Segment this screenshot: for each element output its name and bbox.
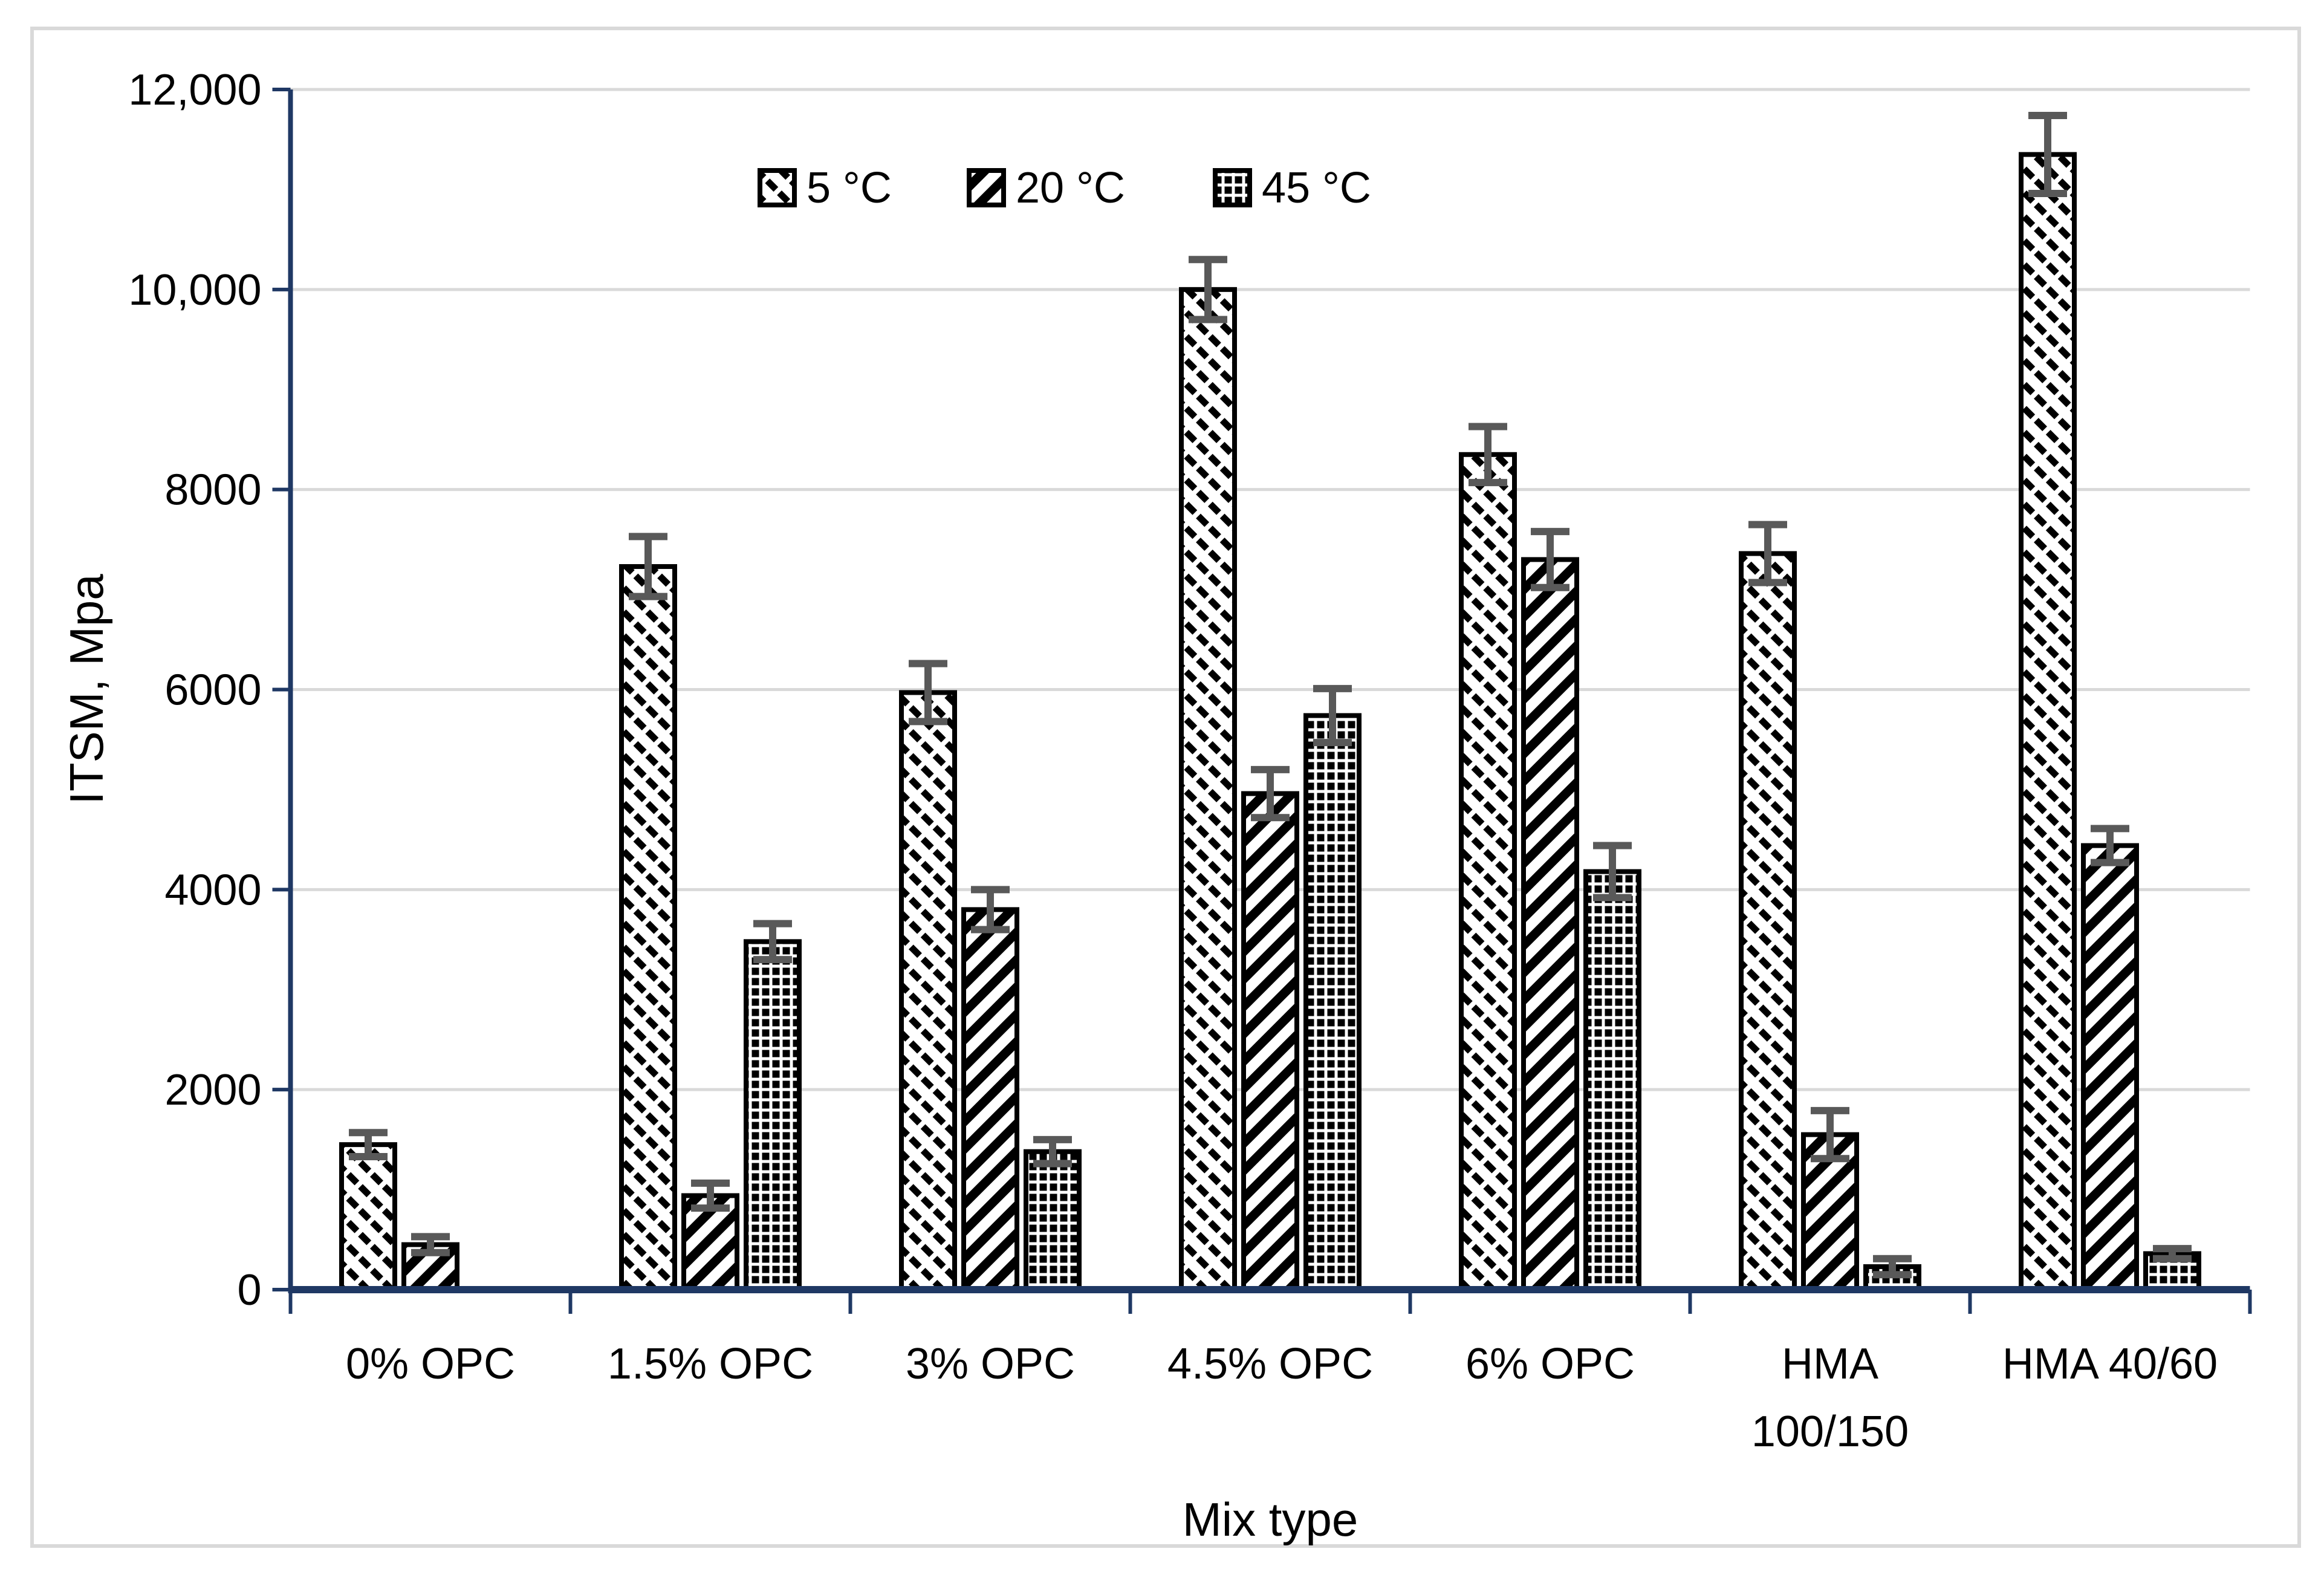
errorbar-45°C-hma-40/60	[2153, 1245, 2192, 1262]
y-tick-labels: 0 2000 4000 6000 8000 10,000 12,000	[128, 66, 261, 1314]
bar-5°C-hma-100/150	[1739, 551, 1797, 1292]
errorbar-45°C-6%-opc	[1593, 842, 1632, 901]
errorbar-5°C-4.5%-opc	[1189, 256, 1227, 323]
bar-5°C-3%-opc	[899, 690, 957, 1292]
legend: 5 °C 20 °C 45 °C	[758, 164, 1371, 212]
legend-label-5°C: 5 °C	[807, 164, 892, 212]
errorbar-5°C-3%-opc	[909, 660, 947, 726]
legend-item-45°C: 45 °C	[1213, 164, 1371, 212]
legend-swatch-diagonal-dash-down	[758, 168, 797, 207]
errorbar-45°C-3%-opc	[1033, 1135, 1072, 1168]
x-category-label-6%-opc: 6% OPC	[1465, 1340, 1635, 1388]
errorbar-20°C-3%-opc	[971, 886, 1010, 934]
x-category-label-3%-opc: 3% OPC	[906, 1340, 1075, 1388]
x-category-label-hma-100/150: 100/150	[1751, 1408, 1909, 1456]
chart-outer-border	[30, 27, 2301, 1548]
y-tick-label-10,000: 10,000	[128, 266, 261, 314]
errorbar-20°C-4.5%-opc	[1251, 765, 1290, 822]
y-axis-title: ITSM, Mpa	[60, 574, 113, 805]
bar-45°C-6%-opc	[1583, 869, 1641, 1292]
error-bars	[349, 112, 2192, 1279]
gridlines	[290, 88, 2250, 1091]
errorbar-5°C-hma-100/150	[1748, 521, 1787, 586]
errorbar-20°C-1.5%-opc	[691, 1179, 730, 1212]
y-tick-label-12,000: 12,000	[128, 66, 261, 114]
x-category-label-4.5%-opc: 4.5% OPC	[1167, 1340, 1373, 1388]
errorbar-45°C-1.5%-opc	[753, 920, 792, 964]
bar-45°C-1.5%-opc	[744, 939, 802, 1292]
bar-5°C-0%-opc	[339, 1142, 397, 1293]
bar-5°C-hma-40/60	[2019, 152, 2077, 1292]
bar-20°C-4.5%-opc	[1241, 791, 1299, 1292]
y-tick-label-4000: 4000	[164, 866, 261, 914]
errorbar-20°C-0%-opc	[411, 1233, 450, 1256]
y-tick-label-0: 0	[237, 1266, 261, 1314]
bar-20°C-hma-40/60	[2081, 843, 2139, 1293]
bar-45°C-3%-opc	[1024, 1149, 1082, 1292]
x-category-label-hma-40/60: HMA 40/60	[2002, 1340, 2218, 1388]
legend-item-20°C: 20 °C	[967, 164, 1125, 212]
bar-45°C-4.5%-opc	[1303, 713, 1362, 1292]
bar-5°C-1.5%-opc	[619, 564, 677, 1292]
legend-item-5°C: 5 °C	[758, 164, 892, 212]
errorbar-5°C-6%-opc	[1469, 423, 1507, 487]
legend-label-20°C: 20 °C	[1016, 164, 1125, 212]
y-tick-label-6000: 6000	[164, 666, 261, 715]
x-category-label-hma-100/150: HMA	[1782, 1340, 1878, 1388]
y-tick-label-2000: 2000	[164, 1066, 261, 1114]
errorbar-45°C-hma-100/150	[1873, 1255, 1912, 1279]
bar-20°C-6%-opc	[1521, 557, 1579, 1292]
bar-5°C-6%-opc	[1459, 452, 1517, 1292]
errorbar-5°C-1.5%-opc	[629, 533, 667, 600]
errorbar-5°C-hma-40/60	[2028, 112, 2067, 198]
legend-label-45°C: 45 °C	[1262, 164, 1371, 212]
errorbar-5°C-0%-opc	[349, 1129, 388, 1160]
x-axis-title: Mix type	[1183, 1493, 1358, 1546]
errorbar-20°C-hma-40/60	[2091, 825, 2129, 866]
bar-20°C-3%-opc	[961, 907, 1019, 1292]
legend-swatch-diagonal-stripe-up	[967, 168, 1006, 207]
bar-5°C-4.5%-opc	[1179, 287, 1237, 1292]
x-category-labels: 0% OPC 1.5% OPC 3% OPC 4.5% OPC 6% OPC HMA 100…	[346, 1340, 2218, 1456]
y-tick-label-8000: 8000	[164, 466, 261, 515]
errorbar-20°C-hma-100/150	[1811, 1106, 1849, 1163]
x-category-label-1.5%-opc: 1.5% OPC	[608, 1340, 813, 1388]
x-category-label-0%-opc: 0% OPC	[346, 1340, 515, 1388]
legend-swatch-dot-grid	[1213, 168, 1252, 207]
errorbar-20°C-6%-opc	[1531, 528, 1569, 591]
axes	[272, 88, 2252, 1314]
bar-series	[339, 152, 2201, 1293]
errorbar-45°C-4.5%-opc	[1313, 684, 1352, 747]
